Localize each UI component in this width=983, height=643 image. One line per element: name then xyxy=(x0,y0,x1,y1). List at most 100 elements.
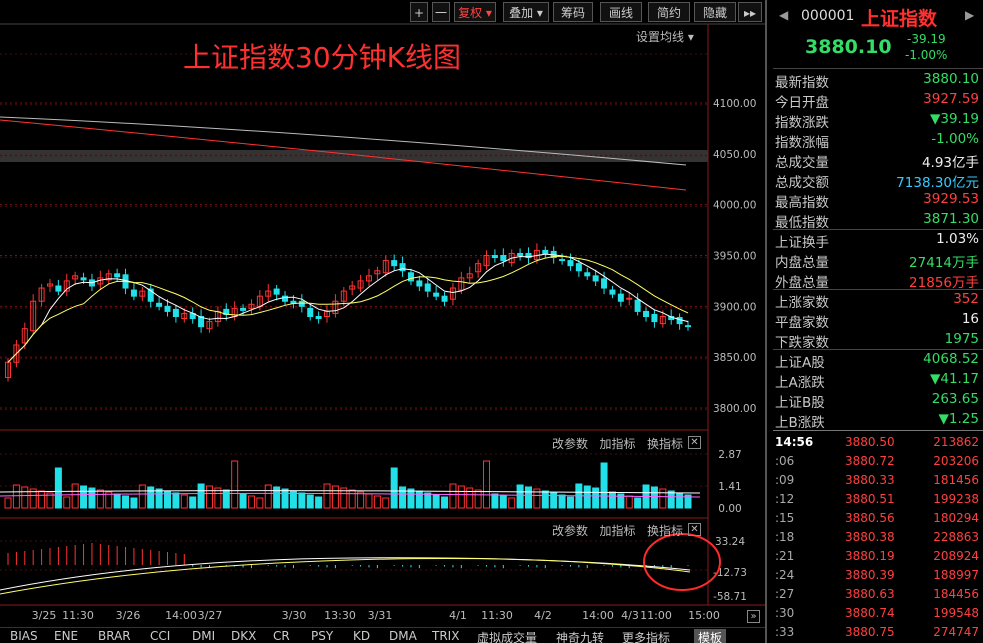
quote-label: 最低指数 xyxy=(775,215,829,231)
candle-body xyxy=(156,302,163,307)
candle-body xyxy=(659,316,666,325)
price-axis-label: 4000.00 xyxy=(713,200,756,212)
tick-volume: 208924 xyxy=(933,549,979,563)
candle-body xyxy=(172,308,179,317)
expand-icon[interactable]: ▸▸ xyxy=(738,2,762,22)
panel-next-icon[interactable]: ▶ xyxy=(965,8,975,22)
candle-body xyxy=(63,280,70,292)
tab-template[interactable]: 模板 xyxy=(694,629,727,643)
volume-bar xyxy=(415,490,423,509)
tab-magic-nine[interactable]: 神奇九转 xyxy=(556,631,605,643)
x-axis-label: 13:30 xyxy=(324,609,356,622)
volume-bar xyxy=(524,486,532,509)
huaxian-button[interactable]: 画线 xyxy=(600,2,642,22)
candle-body xyxy=(147,288,154,302)
chouma-button[interactable]: 筹码 xyxy=(553,2,593,22)
price-axis-label: 4050.00 xyxy=(713,149,756,161)
price-axis-label: 4100.00 xyxy=(713,98,756,110)
tab-cr[interactable]: CR xyxy=(273,629,290,643)
volume-bar xyxy=(348,489,356,509)
tick-row: :18 3880.38 228863 xyxy=(773,528,983,547)
macd-add-indicator-button[interactable]: 加指标 xyxy=(599,524,636,538)
fuquan-button[interactable]: 复权 ▾ xyxy=(454,2,496,22)
quote-row: 最低指数 3871.30 xyxy=(773,210,983,231)
tick-volume: 188997 xyxy=(933,568,979,582)
volume-bar xyxy=(533,488,541,509)
diejia-button[interactable]: 叠加 ▾ xyxy=(503,2,549,22)
quote-label: 总成交额 xyxy=(775,175,829,191)
yincang-button[interactable]: 隐藏 xyxy=(694,2,736,22)
candle-body xyxy=(80,277,87,281)
tick-time: :09 xyxy=(775,473,795,487)
volume-bar xyxy=(650,486,658,509)
ma-setting-button[interactable]: 设置均线 ▾ xyxy=(636,30,694,44)
tick-volume: 180294 xyxy=(933,511,979,525)
candle-body xyxy=(46,283,53,287)
jianyue-button[interactable]: 简约 xyxy=(648,2,690,22)
vol-close-icon[interactable]: ✕ xyxy=(688,436,701,449)
ma10-line xyxy=(7,255,689,363)
tab-dmi[interactable]: DMI xyxy=(192,629,216,643)
macd-change-param-button[interactable]: 改参数 xyxy=(552,524,589,538)
x-axis-label: 11:00 xyxy=(640,609,672,622)
fuquan-label: 复权 xyxy=(458,6,483,20)
volume-bar xyxy=(130,497,138,509)
tick-volume: 181456 xyxy=(933,473,979,487)
macd-switch-indicator-button[interactable]: 换指标 xyxy=(646,524,683,538)
volume-bar xyxy=(113,493,121,509)
quote-row: 总成交额 7138.30亿元 xyxy=(773,170,983,191)
tab-kd[interactable]: KD xyxy=(353,629,371,643)
volume-bar xyxy=(231,460,239,509)
kline-chart-area[interactable]: + 一 复权 ▾ 叠加 ▾ 筹码 画线 简约 隐藏 ▸▸ 4100.00 4050… xyxy=(0,0,765,643)
candle-body xyxy=(416,280,423,287)
quote-value: 263.65 xyxy=(931,391,979,407)
volume-bar xyxy=(105,491,113,509)
scroll-right-icon[interactable]: » xyxy=(747,610,760,623)
candle-body xyxy=(105,273,112,281)
volume-bar xyxy=(122,495,130,509)
quote-label: 上涨家数 xyxy=(775,295,829,311)
x-axis-label: 15:00 xyxy=(688,609,720,622)
tab-cci[interactable]: CCI xyxy=(150,629,171,643)
ma-long-gray xyxy=(0,116,687,166)
candle-body xyxy=(626,297,633,300)
candle-body xyxy=(609,289,616,295)
quote-label: 上B涨跌 xyxy=(775,415,825,431)
candle-body xyxy=(407,272,414,282)
tick-price: 3880.33 xyxy=(845,473,895,487)
vol-add-indicator-button[interactable]: 加指标 xyxy=(599,437,636,451)
quote-row: 今日开盘 3927.59 xyxy=(773,90,983,111)
tab-bias[interactable]: BIAS xyxy=(10,629,38,643)
tab-psy[interactable]: PSY xyxy=(311,629,334,643)
volume-bar xyxy=(382,497,390,509)
quote-label: 平盘家数 xyxy=(775,315,829,331)
vol-change-param-button[interactable]: 改参数 xyxy=(552,437,589,451)
candle-body xyxy=(525,252,532,259)
tab-virtual-volume[interactable]: 虚拟成交量 xyxy=(477,631,538,643)
volume-bar xyxy=(54,467,62,509)
volume-axis-label: 0.00 xyxy=(718,503,741,515)
candle-body xyxy=(517,252,524,256)
tab-more-indicators[interactable]: 更多指标 xyxy=(622,631,671,643)
zoom-out-button[interactable]: 一 xyxy=(432,2,450,22)
ma-setting-label: 设置均线 xyxy=(636,30,685,44)
zoom-in-button[interactable]: + xyxy=(410,2,428,22)
quote-label: 指数涨跌 xyxy=(775,115,829,131)
candle-body xyxy=(298,300,305,307)
quote-row: 上A涨跌 ▼41.17 xyxy=(773,370,983,391)
panel-prev-icon[interactable]: ◀ xyxy=(779,8,789,22)
tab-ene[interactable]: ENE xyxy=(54,629,79,643)
volume-bar xyxy=(449,483,457,509)
candle-body xyxy=(139,290,146,297)
volume-bar xyxy=(315,496,323,509)
tab-brar[interactable]: BRAR xyxy=(98,629,131,643)
tab-dkx[interactable]: DKX xyxy=(231,629,257,643)
quote-row: 外盘总量 21856万手 xyxy=(773,270,983,291)
macd-axis-label: 33.24 xyxy=(715,536,745,548)
vol-switch-indicator-button[interactable]: 换指标 xyxy=(646,437,683,451)
tab-trix[interactable]: TRIX xyxy=(432,629,460,643)
volume-bar xyxy=(21,486,29,509)
tab-dma[interactable]: DMA xyxy=(389,629,417,643)
macd-panel-options: 改参数 加指标 换指标 xyxy=(552,522,683,539)
macd-close-icon[interactable]: ✕ xyxy=(688,523,701,536)
